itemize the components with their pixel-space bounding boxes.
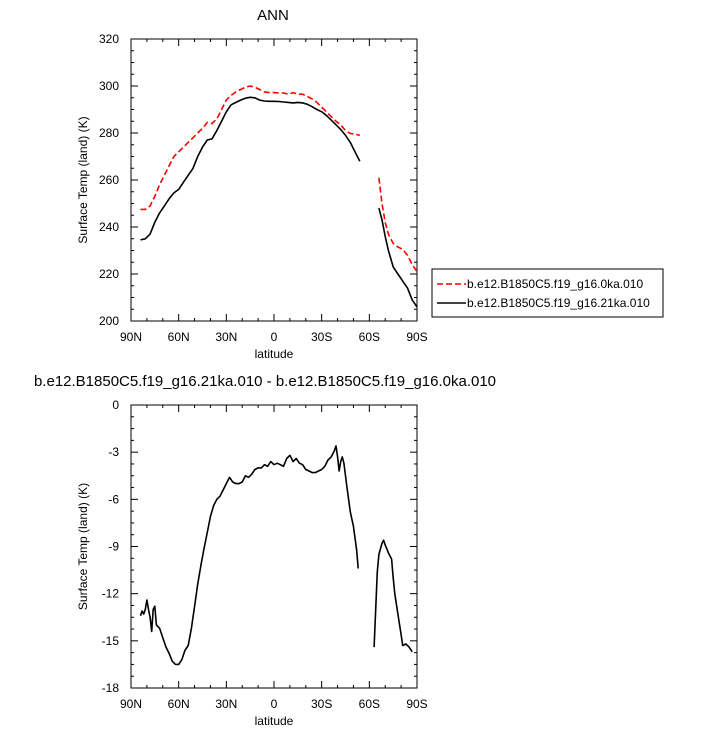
y-tick-label: 0 xyxy=(112,398,119,412)
y-axis-label: Surface Temp (land) (K) xyxy=(76,483,90,610)
x-tick-label: 90S xyxy=(406,330,427,344)
x-axis-label: latitude xyxy=(255,714,294,728)
series-line-0-segment-0 xyxy=(139,445,359,666)
x-tick-label: 90N xyxy=(120,330,142,344)
y-tick-label: 260 xyxy=(99,173,119,187)
y-tick-label: -3 xyxy=(108,445,119,459)
y-tick-label: -18 xyxy=(102,681,120,695)
x-tick-label: 60N xyxy=(168,330,190,344)
x-tick-label: 30N xyxy=(215,330,237,344)
y-tick-label: -15 xyxy=(102,634,120,648)
series-line-0-segment-0 xyxy=(140,85,360,211)
legend: b.e12.B1850C5.f19_g16.0ka.010 b.e12.B1850… xyxy=(431,268,664,318)
x-tick-label: 30S xyxy=(311,697,332,711)
x-axis-label: latitude xyxy=(255,347,294,361)
series-line-0-segment-1 xyxy=(378,177,418,273)
x-tick-label: 90N xyxy=(120,697,142,711)
y-tick-label: 200 xyxy=(99,314,119,328)
x-tick-label: 60S xyxy=(359,697,380,711)
chart-title: b.e12.B1850C5.f19_g16.21ka.010 - b.e12.B… xyxy=(34,373,496,390)
series-line-1-segment-1 xyxy=(378,207,418,308)
y-tick-label: -6 xyxy=(108,492,119,506)
x-tick-label: 90S xyxy=(406,697,427,711)
x-tick-label: 60N xyxy=(168,697,190,711)
legend-label: b.e12.B1850C5.f19_g16.0ka.010 xyxy=(467,277,643,291)
chart-top: ANN 90N 60N 30N 0 30S 60S 90S 200 220 240 260 280 300… xyxy=(76,7,428,361)
x-tick-label: 60S xyxy=(359,330,380,344)
y-tick-label: 280 xyxy=(99,126,119,140)
chart-bottom: b.e12.B1850C5.f19_g16.21ka.010 - b.e12.B… xyxy=(34,373,496,728)
series-line-0-segment-1 xyxy=(373,539,413,653)
y-axis-label: Surface Temp (land) (K) xyxy=(76,116,90,243)
plot-frame xyxy=(130,38,418,322)
y-tick-label: -9 xyxy=(108,540,119,554)
x-tick-label: 30N xyxy=(215,697,237,711)
x-tick-label: 0 xyxy=(271,330,278,344)
y-tick-label: 320 xyxy=(99,32,119,46)
legend-label: b.e12.B1850C5.f19_g16.21ka.010 xyxy=(467,296,650,310)
x-tick-label: 30S xyxy=(311,330,332,344)
y-tick-label: 300 xyxy=(99,79,119,93)
y-tick-label: -12 xyxy=(102,587,120,601)
y-tick-label: 220 xyxy=(99,267,119,281)
legend-box xyxy=(431,268,664,318)
y-tick-label: 240 xyxy=(99,220,119,234)
x-tick-label: 0 xyxy=(271,697,278,711)
series-line-1-segment-0 xyxy=(140,96,361,241)
chart-title: ANN xyxy=(257,7,289,24)
